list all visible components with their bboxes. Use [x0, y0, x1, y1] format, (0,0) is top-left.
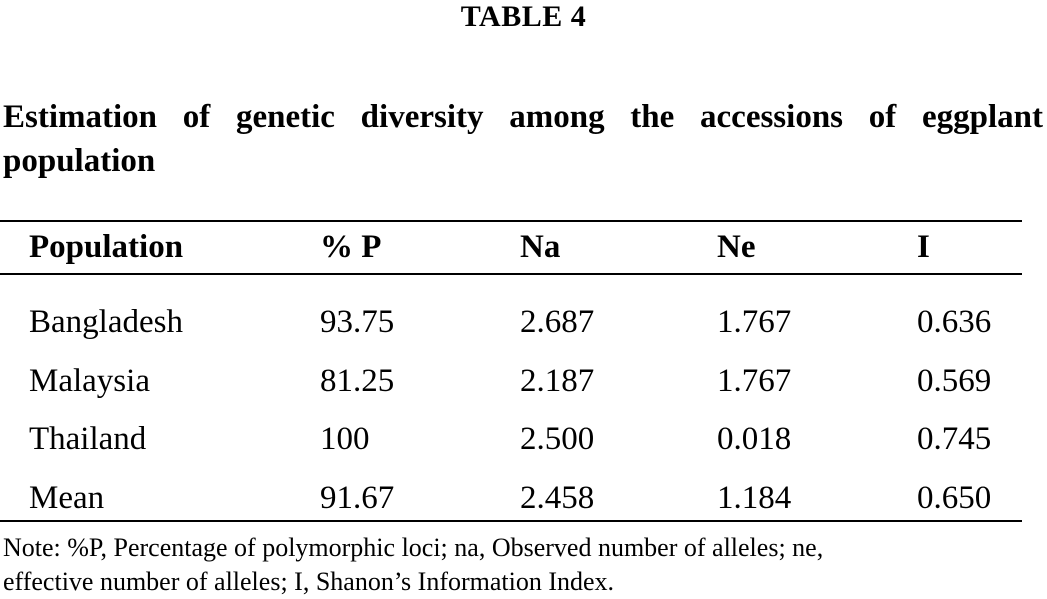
cell-i: 0.636 — [917, 304, 992, 340]
header-na: Na — [520, 229, 561, 265]
cell-na: 2.500 — [520, 421, 595, 457]
cell-i: 0.569 — [917, 362, 992, 399]
cell-ne: 0.018 — [717, 421, 792, 457]
cell-population: Thailand — [29, 421, 147, 457]
header-ne: Ne — [717, 229, 756, 265]
table-row: Mean 91.67 2.458 1.184 0.650 — [0, 469, 1022, 528]
diversity-table: Population % P Na Ne I Bangladesh 93.75 … — [0, 222, 1022, 527]
cell-na: 2.458 — [520, 479, 595, 516]
header-i: I — [917, 229, 930, 265]
cell-percent-p: 93.75 — [320, 304, 395, 340]
cell-population: Bangladesh — [29, 304, 183, 340]
header-rule — [0, 273, 1022, 275]
header-population: Population — [29, 229, 184, 265]
cell-na: 2.187 — [520, 362, 595, 399]
bottom-rule — [0, 520, 1022, 522]
note-line: effective number of alleles; I, Shanon’s… — [3, 567, 615, 596]
table-caption: Estimation of genetic diversity among th… — [3, 99, 1043, 179]
cell-population: Mean — [29, 479, 105, 516]
table-row: Malaysia 81.25 2.187 1.767 0.569 — [0, 352, 1022, 411]
table-label: TABLE 4 — [460, 0, 587, 33]
cell-percent-p: 100 — [320, 421, 370, 457]
cell-i: 0.650 — [917, 479, 992, 516]
table-note: Note: %P, Percentage of polymorphic loci… — [3, 531, 1043, 599]
top-rule — [0, 220, 1022, 222]
header-percent-p: % P — [320, 229, 382, 265]
cell-population: Malaysia — [29, 362, 150, 399]
cell-ne: 1.767 — [717, 362, 792, 399]
table-row: Bangladesh 93.75 2.687 1.767 0.636 — [0, 293, 1022, 352]
cell-percent-p: 81.25 — [320, 362, 395, 399]
cell-ne: 1.767 — [717, 304, 792, 340]
cell-percent-p: 91.67 — [320, 479, 395, 516]
cell-na: 2.687 — [520, 304, 595, 340]
note-line: Note: %P, Percentage of polymorphic loci… — [3, 533, 824, 562]
header-row: Population % P Na Ne I — [0, 222, 1022, 273]
table-row: Thailand 100 2.500 0.018 0.745 — [0, 410, 1022, 469]
cell-ne: 1.184 — [717, 479, 792, 516]
cell-i: 0.745 — [917, 421, 992, 457]
